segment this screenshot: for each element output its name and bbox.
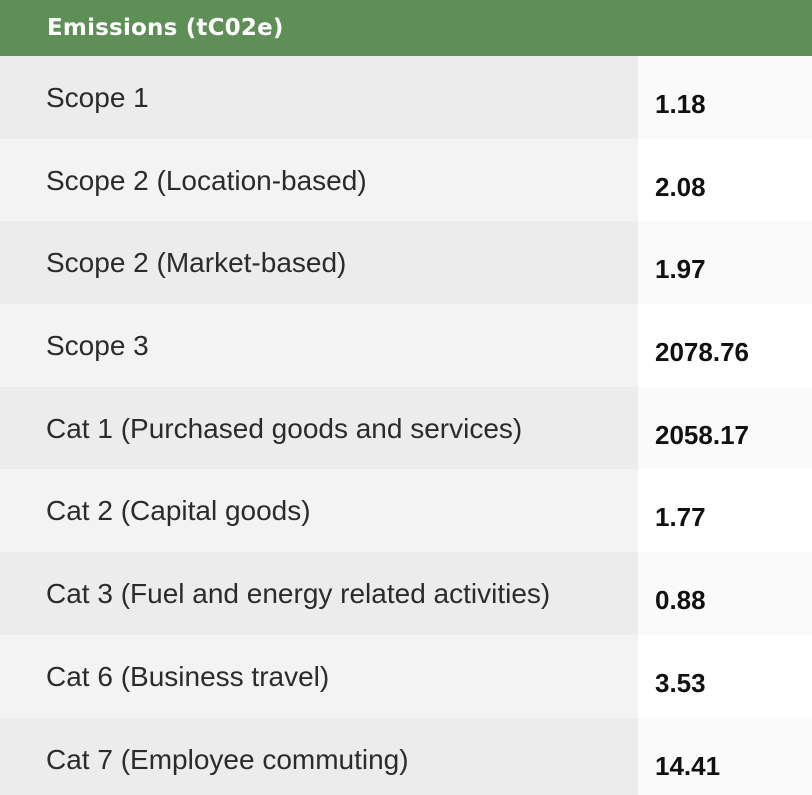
table-header-title: Emissions (tC02e) (47, 15, 284, 41)
row-value: 1.77 (638, 469, 812, 553)
table-header: Emissions (tC02e) (0, 0, 812, 56)
table-row: Cat 2 (Capital goods) 1.77 (0, 469, 812, 553)
table-row: Cat 7 (Employee commuting) 14.41 (0, 717, 812, 795)
table-row: Scope 2 (Location-based) 2.08 (0, 138, 812, 222)
row-value: 1.97 (638, 221, 812, 305)
row-value: 0.88 (638, 552, 812, 635)
row-label: Scope 2 (Market-based) (0, 221, 638, 305)
row-value: 2.08 (638, 138, 812, 222)
row-label: Cat 1 (Purchased goods and services) (0, 386, 638, 470)
table-row: Cat 6 (Business travel) 3.53 (0, 634, 812, 718)
row-label: Cat 2 (Capital goods) (0, 469, 638, 553)
row-value: 3.53 (638, 634, 812, 718)
row-value: 1.18 (638, 56, 812, 139)
row-label: Scope 2 (Location-based) (0, 138, 638, 222)
table-row: Scope 3 2078.76 (0, 304, 812, 387)
table-row: Cat 1 (Purchased goods and services) 205… (0, 386, 812, 470)
table-row: Scope 1 1.18 (0, 56, 812, 139)
row-label: Cat 3 (Fuel and energy related activitie… (0, 552, 638, 635)
table-row: Cat 3 (Fuel and energy related activitie… (0, 552, 812, 635)
row-label: Scope 3 (0, 304, 638, 387)
table-row: Scope 2 (Market-based) 1.97 (0, 221, 812, 305)
row-label: Cat 6 (Business travel) (0, 634, 638, 718)
row-value: 2058.17 (638, 386, 812, 470)
row-value: 14.41 (638, 717, 812, 795)
row-label: Scope 1 (0, 56, 638, 139)
table-body: Scope 1 1.18 Scope 2 (Location-based) 2.… (0, 56, 812, 795)
row-value: 2078.76 (638, 304, 812, 387)
row-label: Cat 7 (Employee commuting) (0, 717, 638, 795)
